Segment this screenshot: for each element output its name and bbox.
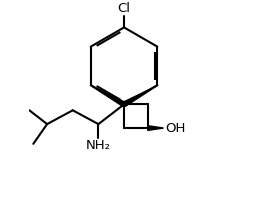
Text: OH: OH bbox=[165, 122, 186, 135]
Text: NH₂: NH₂ bbox=[86, 139, 111, 152]
Polygon shape bbox=[92, 86, 125, 106]
Polygon shape bbox=[148, 126, 164, 130]
Polygon shape bbox=[123, 86, 156, 106]
Text: Cl: Cl bbox=[118, 2, 131, 15]
